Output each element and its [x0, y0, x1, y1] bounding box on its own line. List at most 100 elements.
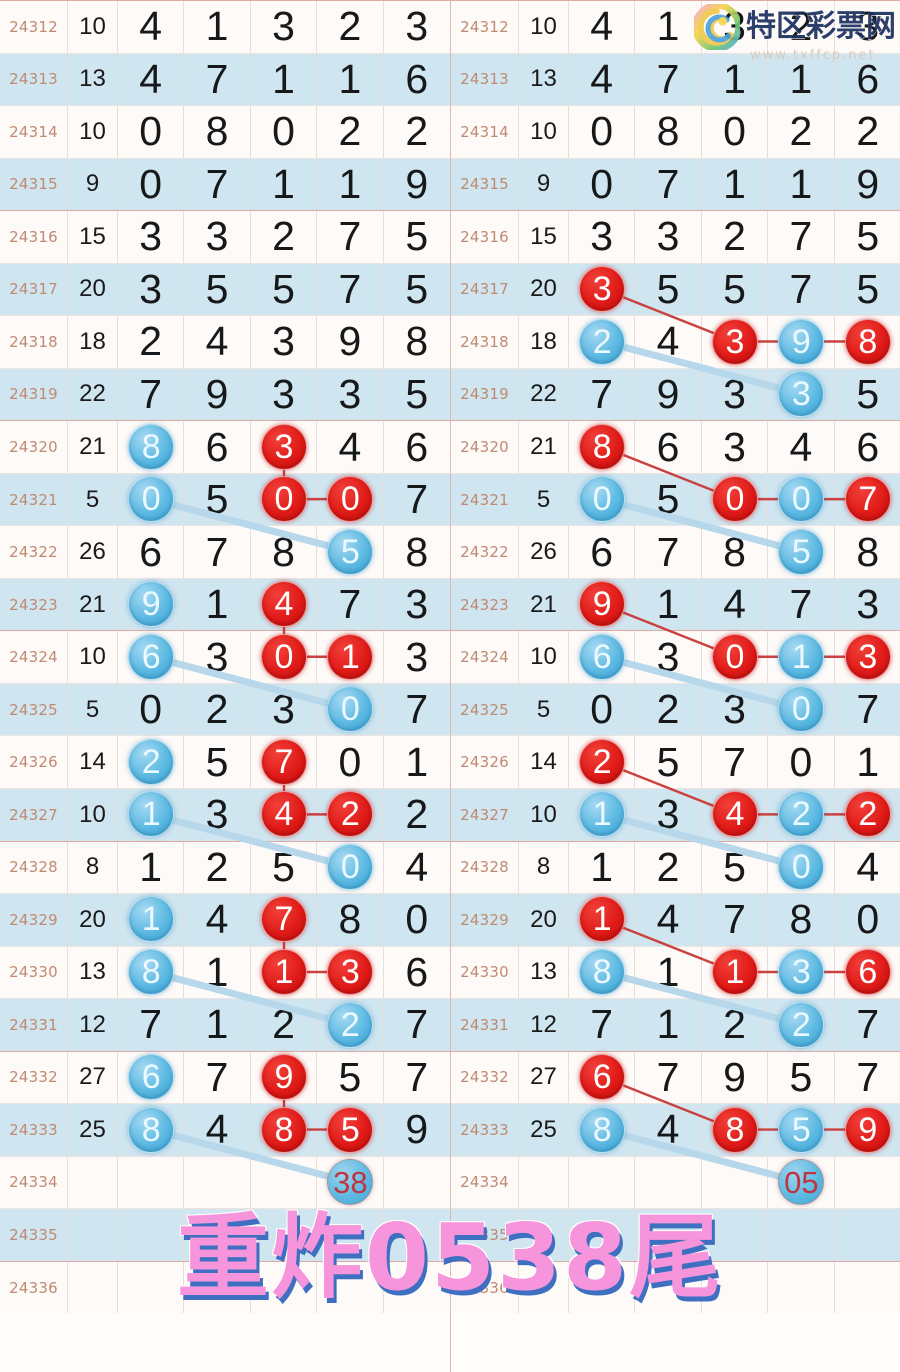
table-row[interactable]: 243202186346 [451, 420, 900, 473]
number-marker-blue[interactable]: 2 [778, 791, 825, 838]
number-marker-red[interactable]: 9 [579, 581, 626, 628]
number-marker-red[interactable]: 0 [712, 633, 758, 680]
number-marker-blue[interactable]: 0 [778, 476, 825, 523]
number-marker-blue[interactable]: 8 [128, 948, 175, 995]
table-row[interactable]: 243311271227 [0, 998, 450, 1051]
number-marker-blue[interactable]: 6 [128, 1054, 175, 1101]
number-marker-red[interactable]: 9 [261, 1054, 307, 1101]
number-marker-red[interactable]: 1 [712, 948, 758, 995]
number-marker-blue[interactable]: 3 [778, 371, 825, 418]
table-row[interactable]: 243271013422 [451, 787, 900, 841]
number-marker-dual[interactable]: 38 [327, 1159, 374, 1206]
number-marker-blue[interactable]: 0 [327, 686, 374, 733]
number-marker-red[interactable]: 4 [261, 791, 307, 838]
table-row[interactable]: 24328 8 12504 [451, 840, 900, 894]
table-row[interactable]: 24336 [451, 1260, 900, 1314]
table-row[interactable]: 24316 15 3 3 2 7 5 [451, 210, 900, 263]
number-marker-red[interactable]: 7 [261, 896, 307, 943]
number-marker-blue[interactable]: 2 [128, 738, 175, 785]
table-row[interactable]: 24316 15 3 3 2 7 5 [0, 210, 450, 263]
table-row[interactable]: 243301381136 [451, 945, 900, 999]
number-marker-blue[interactable]: 1 [128, 791, 175, 838]
table-row[interactable]: 24315 9 0 7 1 1 9 [0, 157, 450, 211]
number-marker-red[interactable]: 1 [327, 633, 374, 680]
table-row[interactable]: 243322767957 [0, 1050, 450, 1104]
table-row[interactable]: 243332584859 [0, 1103, 450, 1156]
number-marker-blue[interactable]: 8 [579, 948, 626, 995]
number-marker-blue[interactable]: 5 [778, 528, 825, 575]
table-row[interactable]: 24335 [451, 1208, 900, 1261]
number-marker-red[interactable]: 4 [261, 581, 307, 628]
number-marker-blue[interactable]: 3 [778, 948, 825, 995]
table-row[interactable]: 24314 10 0 8 0 2 2 [0, 105, 450, 158]
number-marker-red[interactable]: 0 [712, 476, 758, 523]
table-row[interactable]: 24336 [0, 1260, 450, 1314]
number-marker-red[interactable]: 1 [579, 896, 626, 943]
number-marker-red[interactable]: 0 [327, 476, 374, 523]
table-row[interactable]: 24325502307 [451, 682, 900, 736]
number-marker-red[interactable]: 8 [844, 318, 891, 365]
number-marker-blue[interactable]: 0 [778, 686, 825, 733]
number-marker-blue[interactable]: 8 [128, 423, 175, 470]
number-marker-blue[interactable]: 6 [579, 633, 626, 680]
number-marker-blue[interactable]: 9 [128, 581, 175, 628]
number-marker-blue[interactable]: 1 [579, 791, 626, 838]
table-row[interactable]: 24321505007 [0, 472, 450, 526]
table-row[interactable]: 24335 [0, 1208, 450, 1261]
number-marker-blue[interactable]: 5 [327, 528, 374, 575]
table-row[interactable]: 24325502307 [0, 682, 450, 736]
table-row[interactable]: 243271013422 [0, 787, 450, 841]
table-row[interactable]: 24312 10 4 1 3 2 3 [0, 0, 450, 53]
right-chart-panel[interactable]: 24312 10 4 1 3 2 3 24313 13 4 7 1 1 6 24314 10 0 8 0 2 2 2431… [450, 0, 900, 1372]
table-row[interactable]: 24313 13 4 7 1 1 6 [0, 52, 450, 106]
table-row[interactable]: 24326 14 25701 [451, 735, 900, 788]
table-row[interactable]: 24314 10 0 8 0 2 2 [451, 105, 900, 158]
table-row[interactable]: 24321505007 [451, 472, 900, 526]
table-row[interactable]: 24329 20 14780 [451, 893, 900, 946]
table-row[interactable]: 243222667858 [0, 525, 450, 578]
number-marker-red[interactable]: 7 [844, 476, 891, 523]
table-row[interactable]: 243322767957 [451, 1050, 900, 1104]
table-row[interactable]: 243311271227 [451, 998, 900, 1051]
table-row[interactable]: 243241063013 [451, 630, 900, 683]
table-row[interactable]: 243241063013 [0, 630, 450, 683]
number-marker-blue[interactable]: 2 [579, 318, 626, 365]
number-marker-red[interactable]: 8 [261, 1106, 307, 1153]
number-marker-red[interactable]: 9 [844, 1106, 891, 1153]
number-marker-red[interactable]: 4 [712, 791, 758, 838]
number-marker-red[interactable]: 1 [261, 948, 307, 995]
number-marker-red[interactable]: 3 [712, 318, 758, 365]
table-row[interactable]: 24313 13 4 7 1 1 6 [451, 52, 900, 106]
number-marker-red[interactable]: 2 [327, 791, 374, 838]
number-marker-red[interactable]: 3 [579, 265, 626, 312]
number-marker-blue[interactable]: 8 [128, 1106, 175, 1153]
number-marker-red[interactable]: 6 [579, 1054, 626, 1101]
number-marker-blue[interactable]: 0 [778, 843, 825, 890]
number-marker-red[interactable]: 3 [844, 633, 891, 680]
number-marker-red[interactable]: 5 [327, 1106, 374, 1153]
table-row[interactable]: 24334 [451, 1155, 900, 1209]
number-marker-blue[interactable]: 6 [128, 633, 175, 680]
table-row[interactable]: 24315 9 0 7 1 1 9 [451, 157, 900, 211]
number-marker-blue[interactable]: 1 [778, 633, 825, 680]
table-row[interactable]: 24323 21 91473 [451, 577, 900, 631]
number-marker-dual[interactable]: 05 [778, 1159, 825, 1206]
table-row[interactable]: 24326 14 25701 [0, 735, 450, 788]
table-row[interactable]: 243332584859 [451, 1103, 900, 1156]
number-marker-blue[interactable]: 2 [778, 1001, 825, 1048]
number-marker-blue[interactable]: 2 [327, 1001, 374, 1048]
table-row[interactable]: 243222667858 [451, 525, 900, 578]
left-chart-panel[interactable]: 24312 10 4 1 3 2 3 24313 13 4 7 1 1 6 24314 10 0 8 0 2 2 2431… [0, 0, 450, 1372]
number-marker-red[interactable]: 2 [844, 791, 891, 838]
number-marker-red[interactable]: 6 [844, 948, 891, 995]
number-marker-blue[interactable]: 8 [579, 1106, 626, 1153]
number-marker-blue[interactable]: 1 [128, 896, 175, 943]
number-marker-red[interactable]: 8 [712, 1106, 758, 1153]
number-marker-blue[interactable]: 9 [778, 318, 825, 365]
